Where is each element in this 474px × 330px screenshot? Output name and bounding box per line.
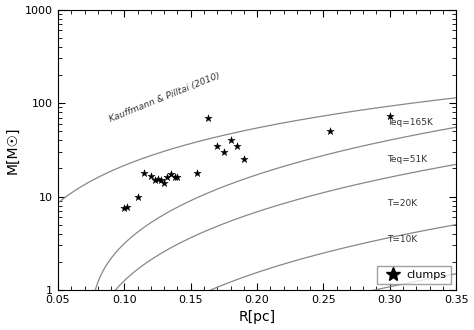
Text: Teq=165K: Teq=165K xyxy=(387,118,433,127)
Point xyxy=(123,204,131,209)
Point xyxy=(213,143,221,148)
X-axis label: R[pc]: R[pc] xyxy=(238,311,275,324)
Point xyxy=(134,194,141,199)
Point xyxy=(227,138,234,143)
Point xyxy=(151,178,159,183)
Point xyxy=(120,206,128,211)
Text: T=20K: T=20K xyxy=(387,199,417,208)
Point xyxy=(233,143,241,148)
Point xyxy=(140,170,148,175)
Point xyxy=(173,175,181,180)
Point xyxy=(193,170,201,175)
Point xyxy=(240,157,247,162)
Point xyxy=(386,114,393,119)
Point xyxy=(158,178,165,183)
Point xyxy=(147,174,155,179)
Text: T=10K: T=10K xyxy=(387,235,418,244)
Point xyxy=(204,115,212,120)
Point xyxy=(167,171,174,177)
Point xyxy=(326,129,334,134)
Point xyxy=(171,175,179,180)
Point xyxy=(220,149,228,154)
Point xyxy=(163,175,171,180)
Point xyxy=(154,176,161,182)
Text: Kauffmann & Pilltai (2010): Kauffmann & Pilltai (2010) xyxy=(109,71,222,124)
Point xyxy=(160,180,168,185)
Legend: clumps: clumps xyxy=(377,266,451,284)
Text: Teq=51K: Teq=51K xyxy=(387,155,427,164)
Y-axis label: M[M☉]: M[M☉] xyxy=(6,126,19,174)
